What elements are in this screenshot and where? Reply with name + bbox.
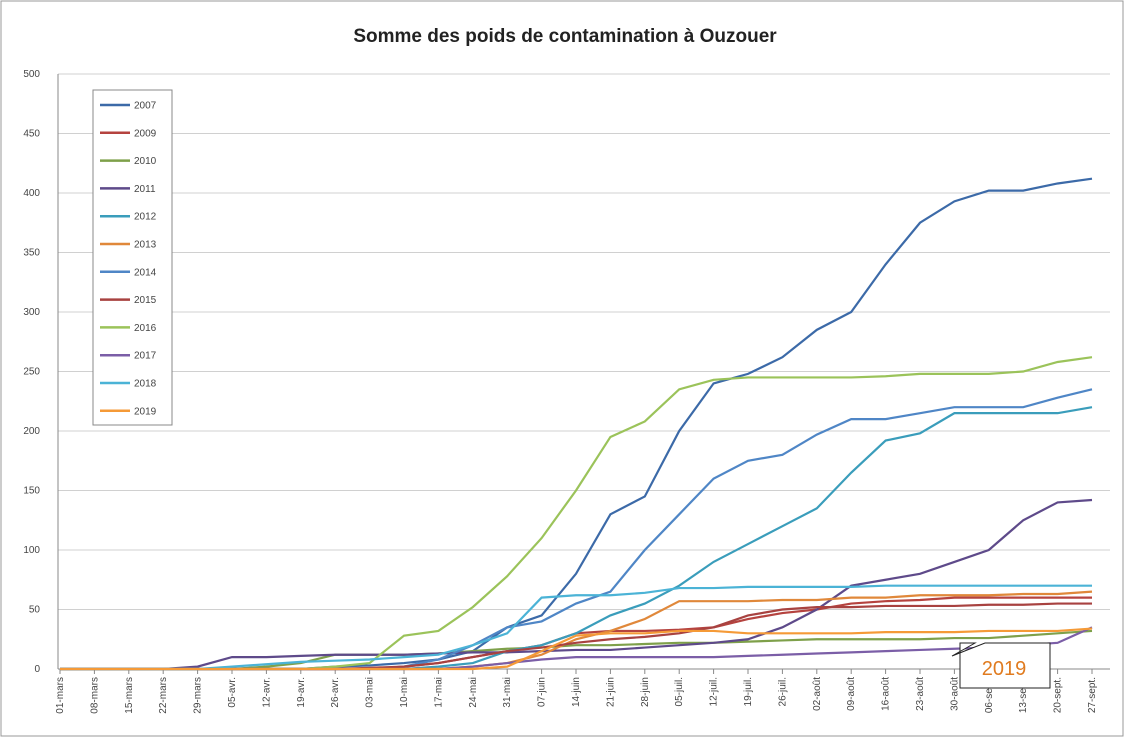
x-tick-label: 03-mai — [365, 677, 376, 708]
legend-box — [92, 89, 173, 426]
x-tick-label: 19-juil. — [743, 677, 754, 706]
series-line — [60, 627, 1093, 671]
x-tick-label: 01-mars — [55, 677, 66, 714]
x-tick-label: 13-sept. — [1018, 677, 1029, 713]
y-tick-label: 250 — [23, 367, 40, 378]
y-tick-label: 400 — [23, 188, 40, 199]
x-tick-label: 17-mai — [433, 677, 444, 708]
y-tick-label: 50 — [29, 605, 41, 616]
x-tick-label: 31-mai — [502, 677, 513, 708]
x-tick-label: 09-août — [846, 677, 857, 711]
x-tick-label: 06-sept. — [984, 677, 995, 713]
callout — [951, 642, 1051, 689]
y-tick-label: 0 — [34, 664, 40, 675]
x-tick-label: 16-août — [881, 677, 892, 711]
x-tick-label: 08-mars — [89, 677, 100, 714]
series-line — [60, 498, 1093, 671]
x-tick-label: 10-mai — [399, 677, 410, 708]
legend-label: 2007 — [134, 101, 157, 112]
x-tick-label: 29-mars — [193, 677, 204, 714]
x-tick-label: 24-mai — [468, 677, 479, 708]
x-tick-label: 20-sept. — [1053, 677, 1064, 713]
legend-label: 2018 — [134, 379, 157, 390]
x-tick-label: 15-mars — [124, 677, 135, 714]
legend-label: 2013 — [134, 240, 157, 251]
legend-label: 2017 — [134, 351, 157, 362]
x-tick-label: 26-avr. — [330, 677, 341, 708]
legend-label: 2014 — [134, 267, 157, 278]
y-tick-label: 350 — [23, 248, 40, 259]
series-line — [60, 584, 1092, 671]
legend-label: 2016 — [134, 323, 157, 334]
x-tick-label: 12-avr. — [261, 677, 272, 708]
x-tick-label: 26-juil. — [777, 677, 788, 706]
legend-label: 2010 — [134, 156, 157, 167]
x-tick-label: 22-mars — [158, 677, 169, 714]
legend-label: 2011 — [134, 184, 156, 195]
legend-label: 2009 — [134, 128, 157, 139]
legend-label: 2012 — [134, 212, 157, 223]
x-tick-label: 05-avr. — [227, 677, 238, 708]
x-tick-label: 19-avr. — [296, 677, 307, 708]
y-tick-label: 100 — [23, 545, 40, 556]
y-tick-label: 500 — [23, 69, 40, 80]
x-tick-label: 14-juin — [571, 677, 582, 707]
legend-label: 2015 — [134, 295, 157, 306]
y-tick-label: 150 — [23, 486, 40, 497]
y-tick-label: 450 — [23, 129, 40, 140]
x-tick-label: 30-août — [949, 677, 960, 711]
x-tick-label: 05-juil. — [674, 677, 685, 706]
x-tick-label: 28-juin — [640, 677, 651, 707]
annotation: 2019 — [982, 658, 1027, 680]
x-tick-label: 21-juin — [605, 677, 616, 707]
x-tick-label: 27-sept. — [1087, 677, 1098, 713]
y-tick-label: 300 — [23, 307, 40, 318]
x-tick-label: 07-juin — [537, 677, 548, 707]
x-tick-label: 02-août — [812, 677, 823, 711]
legend-label: 2019 — [134, 406, 157, 417]
x-tick-label: 23-août — [915, 677, 926, 711]
chart-title: Somme des poids de contamination à Ouzou… — [353, 26, 777, 47]
x-tick-label: 12-juil. — [709, 677, 720, 706]
y-tick-label: 200 — [23, 426, 40, 437]
